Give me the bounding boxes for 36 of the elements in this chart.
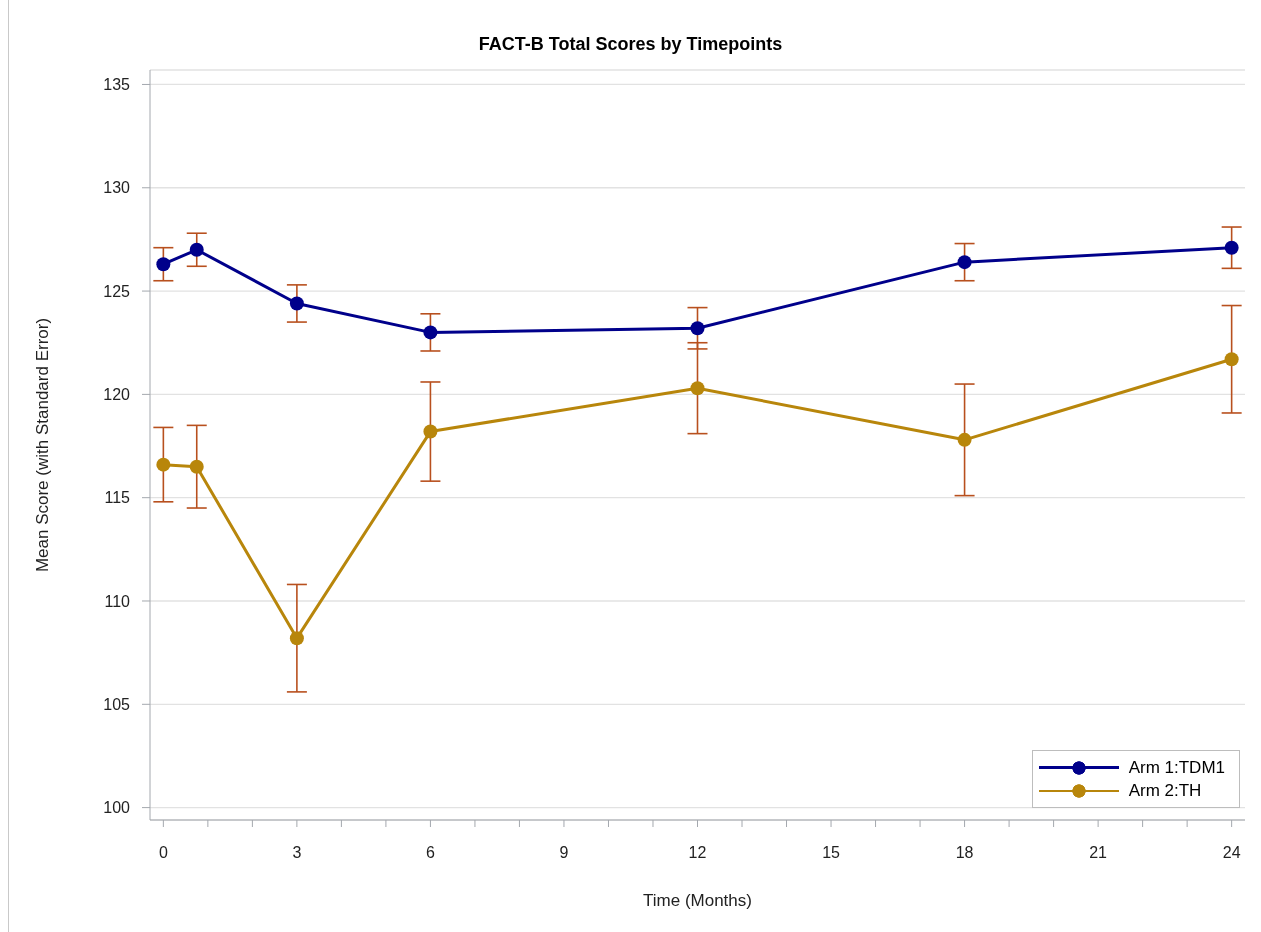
- y-tick-label: 120: [103, 386, 131, 404]
- point: [423, 325, 438, 340]
- y-tick-label: 100: [103, 799, 131, 817]
- x-tick-label: 24: [1222, 844, 1241, 862]
- y-tick-label: 115: [104, 489, 131, 507]
- point: [1224, 352, 1239, 367]
- x-tick-label: 6: [425, 844, 435, 862]
- y-tick-label: 125: [103, 282, 131, 300]
- point: [156, 257, 171, 272]
- point: [1224, 240, 1239, 255]
- point: [957, 255, 972, 270]
- y-tick-label: 135: [103, 76, 131, 94]
- point: [423, 424, 438, 439]
- x-tick-label: 3: [292, 844, 302, 862]
- point: [690, 381, 705, 396]
- y-tick-label: 110: [104, 592, 131, 610]
- point: [289, 296, 304, 311]
- point: [957, 432, 972, 447]
- point: [189, 459, 204, 474]
- point: [289, 631, 304, 646]
- y-axis-title: Mean Score (with Standard Error): [33, 317, 53, 573]
- x-tick-label: 18: [955, 844, 974, 862]
- x-tick-label: 15: [822, 844, 841, 862]
- legend-label: Arm 2:TH: [1128, 780, 1202, 801]
- y-tick-label: 105: [103, 695, 131, 713]
- x-tick-label: 21: [1089, 844, 1108, 862]
- point: [156, 457, 171, 472]
- x-tick-label: 12: [688, 844, 707, 862]
- chart-title: FACT-B Total Scores by Timepoints: [477, 33, 784, 55]
- x-axis-title: Time (Months): [643, 891, 752, 910]
- y-tick-label: 130: [103, 179, 131, 197]
- legend-label: Arm 1:TDM1: [1128, 757, 1225, 778]
- point: [690, 321, 705, 336]
- point: [189, 242, 204, 257]
- x-tick-label: 0: [158, 844, 168, 862]
- x-tick-label: 9: [559, 844, 569, 862]
